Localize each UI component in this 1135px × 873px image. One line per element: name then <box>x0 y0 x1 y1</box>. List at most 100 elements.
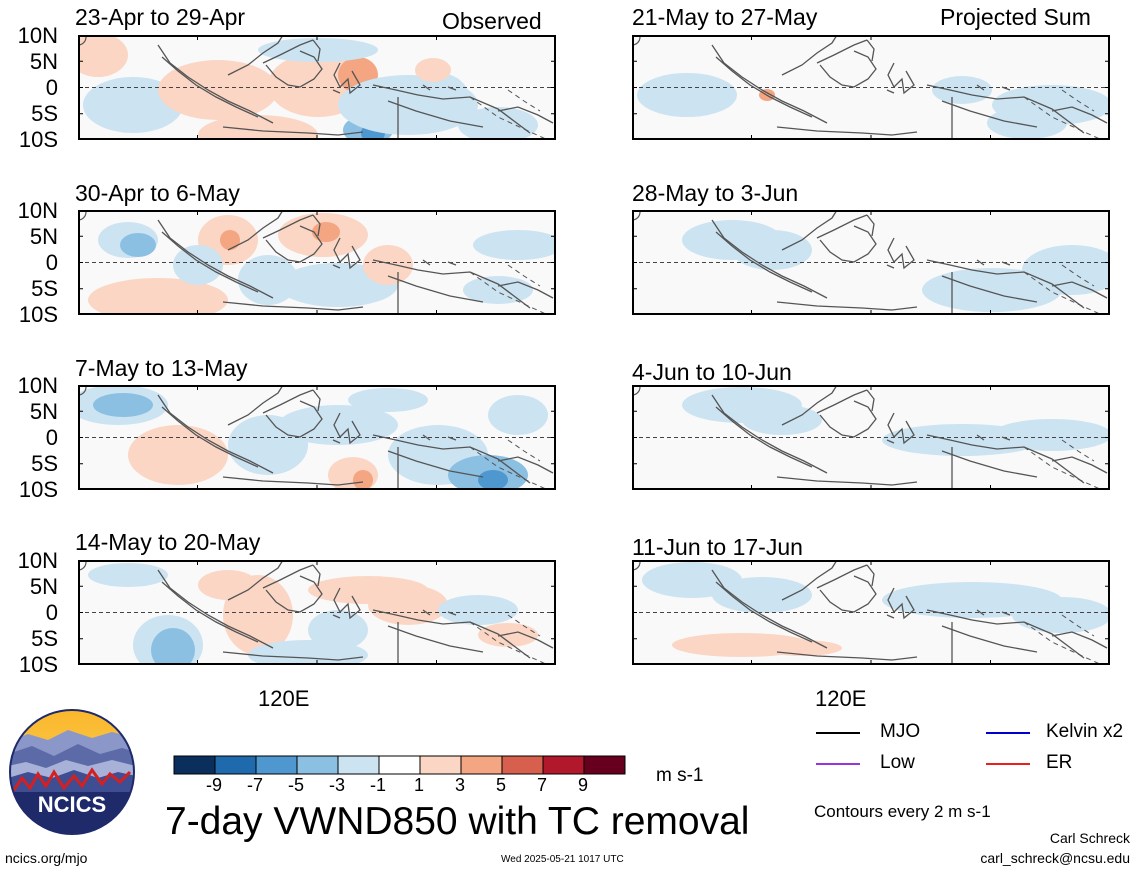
panel-frame <box>78 210 556 315</box>
coastline <box>157 569 274 649</box>
colorbar-label: -3 <box>328 775 345 795</box>
map-panel-proj-4 <box>632 560 1110 665</box>
coastline <box>469 96 549 140</box>
coastline <box>715 406 813 468</box>
coastline <box>1023 96 1103 140</box>
wind-anomaly-shading <box>198 115 318 140</box>
coastline <box>926 609 1085 659</box>
wind-anomaly-shading <box>637 73 737 117</box>
coastline <box>507 264 541 287</box>
coastline <box>312 214 321 237</box>
coastline <box>1051 281 1108 299</box>
coastline <box>781 35 838 76</box>
lat-label: 10S <box>18 302 58 327</box>
coastline <box>715 231 813 293</box>
lat-label: 0 <box>45 250 58 275</box>
colorbar-swatch <box>501 755 544 775</box>
legend-line-mjo <box>816 732 860 734</box>
colorbar-label: 7 <box>536 775 547 795</box>
wind-anomaly-shading <box>158 60 278 120</box>
panel-frame <box>632 35 1110 140</box>
wind-anomaly-shading <box>742 405 822 435</box>
coastline <box>262 39 314 64</box>
panel-frame <box>78 35 556 140</box>
coastline <box>819 50 877 88</box>
coastline <box>776 651 918 661</box>
ncics-logo: NCICS <box>9 709 135 835</box>
colorbar-swatch <box>419 755 462 775</box>
map-panel-proj-2 <box>632 210 1110 315</box>
coastline <box>387 450 484 478</box>
lat-label: 5S <box>31 276 58 301</box>
coastline <box>886 609 1011 619</box>
coastline <box>312 389 321 412</box>
colorbar-swatch <box>214 755 257 775</box>
colorbar-swatch <box>255 755 298 775</box>
coastline <box>1061 89 1095 112</box>
coastline <box>711 569 828 649</box>
coastline <box>387 625 484 653</box>
coastline <box>866 389 875 412</box>
wind-anomaly-shading <box>992 419 1110 451</box>
coastline <box>161 581 259 643</box>
coastline <box>776 301 918 311</box>
lat-label: 0 <box>45 75 58 100</box>
lat-label: 10N <box>17 373 58 398</box>
wind-anomaly-shading <box>712 577 812 613</box>
coastline <box>312 39 321 62</box>
wind-anomaly-shading <box>987 107 1067 139</box>
wind-anomaly-shading <box>120 233 156 257</box>
coastline <box>887 412 915 445</box>
coastline <box>227 560 284 601</box>
wind-anomaly-shading <box>278 405 398 445</box>
wind-anomaly-shading <box>408 73 468 117</box>
wind-anomaly-shading <box>353 470 373 490</box>
coastline <box>332 434 457 444</box>
wind-anomaly-shading <box>478 623 538 647</box>
colorbar-swatch <box>296 755 339 775</box>
wind-anomaly-shading <box>151 628 195 665</box>
coastline <box>1051 456 1108 474</box>
wind-anomaly-shading <box>478 470 508 490</box>
colorbar-label: -7 <box>246 775 263 795</box>
legend-label-mjo: MJO <box>880 721 921 742</box>
coastline <box>941 450 1038 478</box>
coastline <box>262 389 314 414</box>
lat-label: 5S <box>31 626 58 651</box>
colorbar-swatch <box>542 755 585 775</box>
lat-label: 10S <box>18 477 58 502</box>
coastline <box>387 275 484 303</box>
coastline <box>497 106 554 124</box>
wind-anomaly-shading <box>363 245 413 285</box>
panel-title-proj-1: 21-May to 27-May <box>632 4 818 30</box>
coastline <box>497 281 554 299</box>
coastline <box>715 56 813 118</box>
wind-anomaly-shading <box>308 610 368 650</box>
wind-anomaly-shading <box>368 585 448 625</box>
coastline <box>469 621 549 665</box>
colorbar-swatch <box>583 755 626 775</box>
map-panel-obs-3 <box>78 385 556 490</box>
logo-text: NCICS <box>38 792 106 817</box>
lat-label: 5N <box>29 224 58 249</box>
coastline <box>265 400 323 438</box>
coastline <box>776 476 918 486</box>
coastline <box>372 84 531 134</box>
coastline <box>161 231 259 293</box>
colorbar-label: -9 <box>205 775 222 795</box>
coastline <box>227 35 284 76</box>
colorbar-swatch <box>173 755 216 775</box>
wind-anomaly-shading <box>473 230 556 260</box>
coastline <box>372 259 531 309</box>
coastline <box>941 625 1038 653</box>
coastline <box>333 62 361 95</box>
coastline <box>262 564 314 589</box>
coastline <box>1051 106 1108 124</box>
coastline <box>781 210 838 251</box>
map-panel-obs-2 <box>78 210 556 315</box>
coastline <box>227 385 284 426</box>
wind-anomaly-shading <box>258 38 378 62</box>
coastline <box>715 581 813 643</box>
lat-label: 10N <box>17 198 58 223</box>
coastline <box>372 434 531 484</box>
